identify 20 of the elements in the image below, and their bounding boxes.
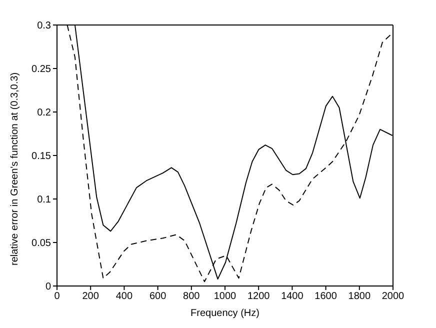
x-tick-label: 1200 [247, 291, 270, 302]
x-tick-label: 400 [116, 291, 133, 302]
x-tick-label: 1600 [314, 291, 338, 302]
x-tick-label: 0 [54, 291, 60, 302]
x-tick-label: 200 [82, 291, 100, 302]
y-tick-label: 0.3 [37, 20, 52, 32]
x-tick-label: 2000 [382, 291, 405, 302]
x-tick-label: 1400 [281, 291, 304, 302]
x-tick-label: 600 [149, 291, 167, 302]
y-tick-label: 0.25 [32, 64, 52, 76]
y-tick-label: 0.2 [37, 108, 52, 119]
y-tick-label: 0.05 [32, 238, 52, 250]
y-tick-label: 0 [45, 282, 52, 293]
x-axis-title: Frequency (Hz) [190, 308, 260, 319]
x-tick-label: 1800 [348, 291, 371, 302]
y-tick-label: 0.1 [37, 194, 52, 206]
y-tick-label: 0.15 [32, 151, 52, 162]
x-tick-label: 1000 [214, 291, 237, 302]
x-tick-label: 800 [183, 291, 200, 302]
y-axis-title: relative error in Green's function at (0.3,0.3) [10, 72, 21, 266]
